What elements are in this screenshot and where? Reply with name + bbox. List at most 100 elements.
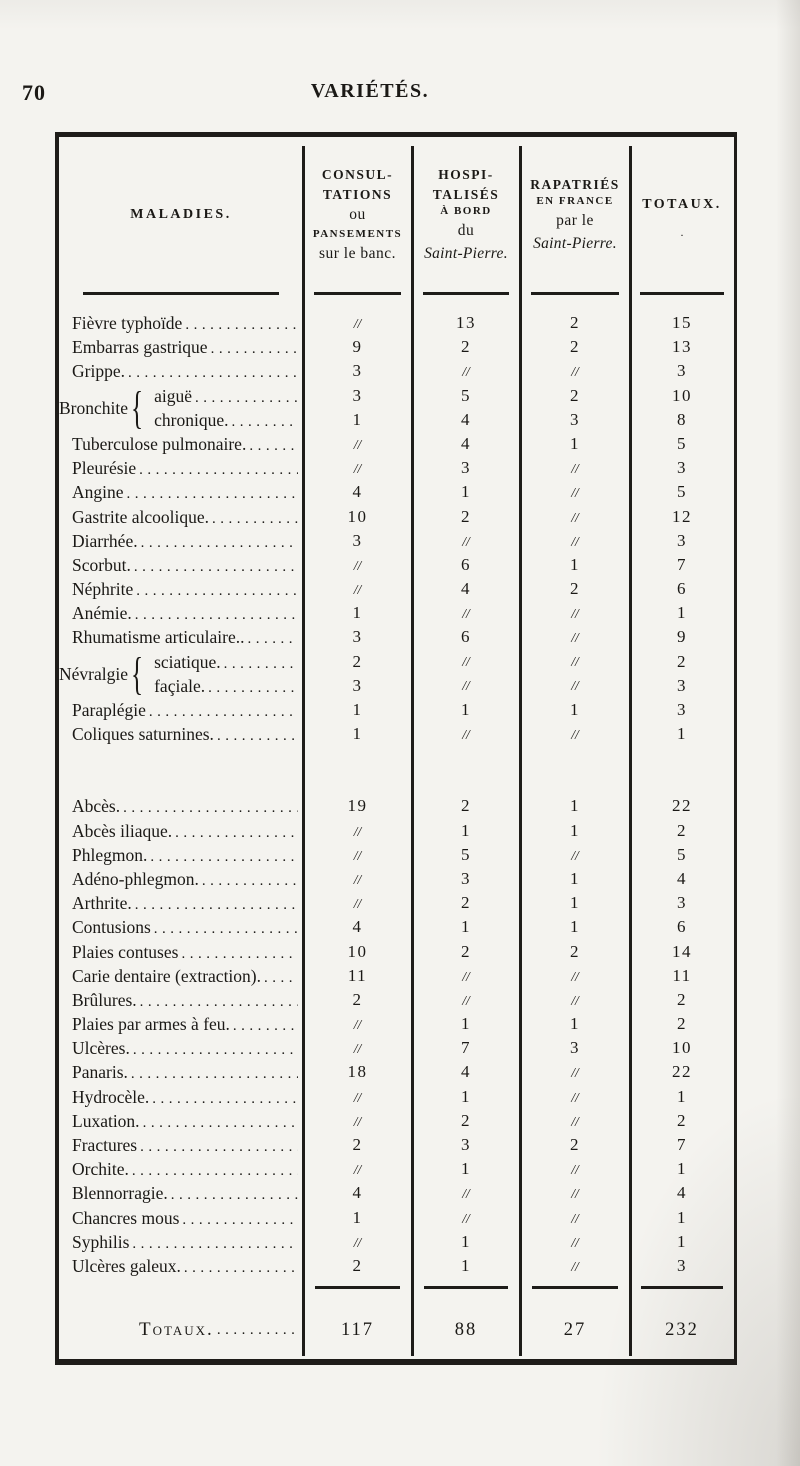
value-cell: 2: [630, 988, 734, 1012]
disease-name: Plaies par armes à feu.: [72, 1014, 230, 1035]
cell-value: 19: [347, 796, 368, 816]
disease-name: façiale.: [154, 675, 206, 696]
cell-value: //: [462, 533, 470, 549]
cell-value: 3: [677, 361, 687, 381]
table-row: Grippe..................................…: [59, 359, 734, 383]
value-cell: 2: [412, 794, 520, 818]
dot-leader: ........................................…: [134, 897, 298, 914]
cell-value: 9: [677, 627, 687, 647]
disease-cell: Panaris.................................…: [59, 1060, 303, 1084]
cell-value: 5: [677, 844, 687, 864]
cell-value: //: [353, 557, 362, 573]
value-cell: //: [303, 1036, 412, 1060]
table-row: Luxation................................…: [59, 1109, 734, 1133]
value-cell: 3: [412, 456, 520, 480]
cell-value: 3: [570, 409, 580, 429]
value-cell: 7: [412, 1036, 520, 1060]
disease-cell: Scorbut.................................…: [59, 553, 303, 577]
table-row: Hydrocèle...............................…: [59, 1085, 734, 1109]
disease-name: Anémie.: [72, 603, 132, 624]
cell-value: 2: [461, 337, 471, 357]
value-cell: 11: [630, 964, 734, 988]
cell-value: 3: [461, 1135, 471, 1155]
cell-value: 3: [570, 1038, 580, 1058]
value-cell: 1: [520, 819, 630, 843]
value-cell: 6: [630, 915, 734, 939]
cell-value: //: [353, 1041, 362, 1057]
cell-value: 3: [352, 627, 363, 647]
disease-cell: Orchite.................................…: [59, 1157, 303, 1181]
cell-value: //: [571, 1065, 579, 1081]
value-cell: 15: [630, 311, 734, 335]
table-row: Fractures...............................…: [59, 1133, 734, 1157]
disease-name: Adéno-phlegmon.: [72, 868, 199, 889]
header-line: À BORD: [440, 205, 492, 218]
table-header: MALADIES. CONSUL- TATIONS ou PANSEMENTS …: [59, 137, 734, 287]
dot-leader: ........................................…: [134, 607, 298, 624]
disease-cell: Abcès iliaque...........................…: [59, 819, 303, 843]
cell-value: //: [571, 509, 579, 525]
value-cell: //: [412, 722, 520, 746]
value-cell: 2: [520, 335, 630, 359]
value-cell: //: [520, 964, 630, 988]
cell-value: 1: [352, 700, 363, 720]
table-row: Fièvre typhoïde.........................…: [59, 311, 734, 335]
cell-value: //: [353, 316, 362, 331]
totals-label: Totaux.: [139, 1319, 214, 1341]
totals-totaux: 232: [665, 1319, 699, 1340]
cell-value: 14: [672, 941, 692, 961]
group-sublabels: sciatique...............................…: [146, 650, 303, 698]
dot-leader: ........................................…: [212, 510, 298, 527]
disease-cell: Pleurésie...............................…: [59, 456, 303, 480]
cell-value: 3: [677, 893, 687, 913]
cell-value: 22: [672, 1062, 692, 1082]
dot-leader: ........................................…: [183, 1259, 298, 1276]
table-row: Chancres mous...........................…: [59, 1206, 734, 1230]
header-rapatries: RAPATRIÉS EN FRANCE par le Saint-Pierre.: [520, 137, 630, 287]
disease-name: Diarrhée.: [72, 530, 138, 551]
value-cell: 9: [630, 625, 734, 649]
dot-leader: ........................................…: [231, 413, 298, 430]
value-cell: //: [412, 359, 520, 383]
header-line: PANSEMENTS: [312, 227, 403, 240]
cell-value: 2: [352, 989, 363, 1009]
cell-value: 9: [352, 337, 363, 357]
value-cell: //: [520, 1157, 630, 1181]
column-divider: [519, 146, 522, 1356]
cell-value: 1: [570, 820, 580, 840]
value-cell: //: [303, 1230, 412, 1254]
dot-leader: ........................................…: [232, 1018, 298, 1035]
dot-leader: ........................................…: [140, 1139, 298, 1156]
value-cell: 6: [412, 625, 520, 649]
cell-value: 10: [672, 1038, 692, 1058]
disease-cell: Coliques saturnines.....................…: [59, 722, 303, 746]
disease-name: Ulcères galeux.: [72, 1255, 181, 1276]
value-cell: //: [520, 1060, 630, 1084]
cell-value: 1: [352, 1207, 363, 1227]
header-line: TALISÉS: [432, 186, 500, 202]
rule: [641, 1286, 723, 1289]
value-cell: //: [520, 1206, 630, 1230]
group-name: Bronchite: [59, 397, 129, 418]
cell-value: 2: [352, 1135, 363, 1155]
cell-value: 5: [461, 844, 471, 864]
cell-value: 6: [461, 554, 471, 574]
cell-value: 18: [347, 1062, 368, 1082]
table-row: Embarras gastrique......................…: [59, 335, 734, 359]
cell-value: //: [571, 1089, 579, 1105]
table-row: Contusions..............................…: [59, 915, 734, 939]
header-line: CONSUL-: [321, 167, 394, 182]
dot-leader: ........................................…: [223, 655, 298, 672]
cell-value: 2: [570, 579, 580, 599]
value-cell: //: [303, 311, 412, 335]
value-cell: 1: [520, 915, 630, 939]
value-cell: // //: [412, 650, 520, 698]
cell-value: 1: [352, 603, 363, 623]
dot-leader: ........................................…: [132, 1235, 298, 1252]
value-cell: 4: [630, 867, 734, 891]
cell-value: 11: [672, 965, 692, 985]
cell-value: 13: [672, 337, 692, 357]
dot-leader: ........................................…: [175, 824, 298, 841]
statistics-table: MALADIES. CONSUL- TATIONS ou PANSEMENTS …: [55, 132, 737, 1365]
